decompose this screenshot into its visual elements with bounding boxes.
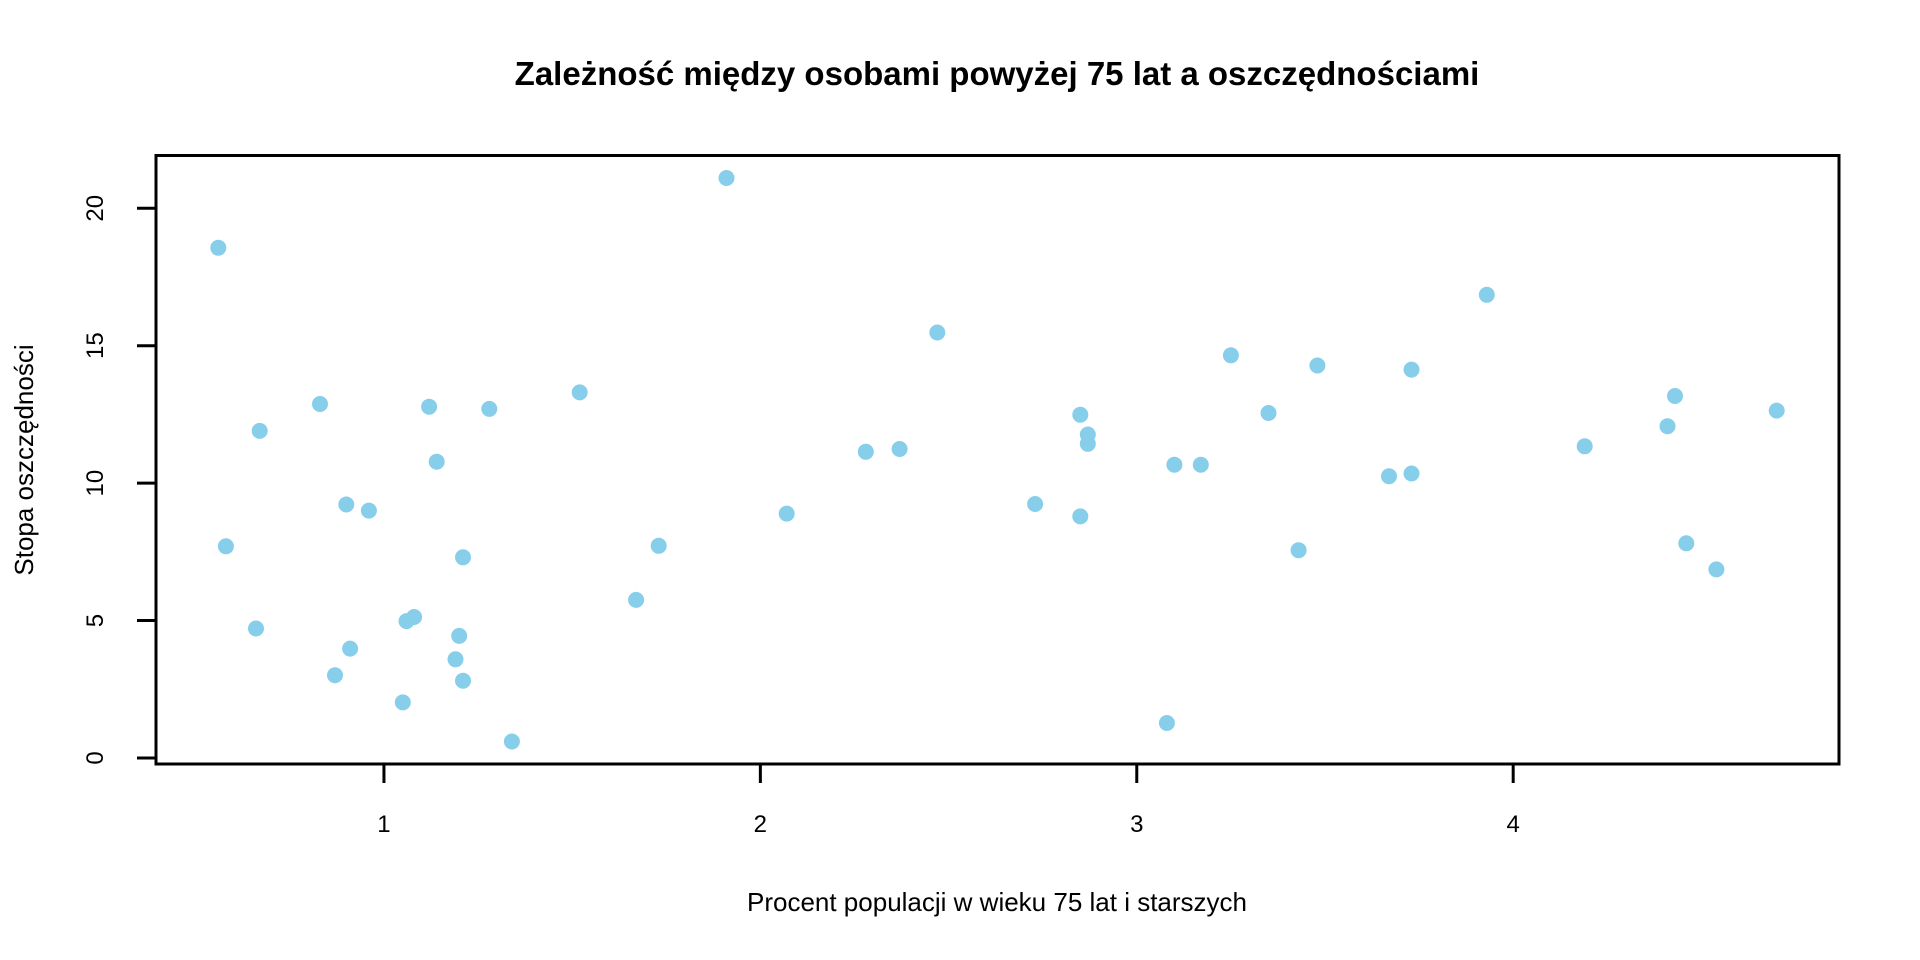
- data-point: [394, 694, 411, 711]
- x-tick-label: 4: [1507, 811, 1520, 838]
- data-point: [650, 537, 667, 554]
- x-tick-label: 1: [377, 811, 390, 838]
- data-point: [778, 505, 795, 522]
- data-point: [1192, 456, 1209, 473]
- x-tick-labels: 1 2 3 4: [377, 811, 1520, 838]
- data-point: [1667, 388, 1683, 404]
- y-tick-labels: 0 5 10 15 20: [82, 195, 109, 765]
- data-point: [210, 239, 227, 256]
- data-point: [1260, 405, 1277, 421]
- y-tick-label: 5: [82, 614, 109, 627]
- data-point: [428, 453, 445, 470]
- data-point: [891, 441, 908, 457]
- y-axis-ticks: [137, 206, 156, 760]
- data-point: [1166, 456, 1183, 473]
- y-tick-label: 15: [82, 332, 109, 359]
- data-point: [1027, 496, 1044, 512]
- data-point: [421, 398, 438, 415]
- data-point: [1403, 361, 1420, 378]
- data-point: [248, 620, 264, 637]
- data-point: [857, 443, 874, 460]
- y-tick-label: 10: [82, 470, 109, 497]
- data-point: [447, 651, 464, 668]
- data-point: [1309, 357, 1326, 374]
- data-point: [481, 400, 498, 417]
- plot-box: [154, 154, 1841, 766]
- data-point: [1158, 715, 1175, 731]
- data-point: [1576, 438, 1593, 455]
- data-point: [571, 384, 588, 401]
- data-point: [338, 496, 355, 513]
- x-tick-label: 3: [1130, 811, 1143, 838]
- data-point: [217, 538, 234, 555]
- data-point: [251, 422, 268, 439]
- data-point: [1072, 406, 1089, 423]
- data-point: [1708, 561, 1725, 578]
- data-point: [1403, 465, 1420, 482]
- data-point: [455, 672, 471, 689]
- data-point: [628, 591, 645, 608]
- y-tick-label: 0: [82, 751, 109, 764]
- data-point: [327, 667, 343, 684]
- data-point: [1290, 542, 1307, 559]
- data-point: [1079, 426, 1096, 443]
- plot-title: Zależność między osobami powyżej 75 lat …: [515, 55, 1480, 92]
- data-point: [360, 502, 377, 519]
- x-axis-ticks: [382, 764, 1515, 783]
- data-point: [406, 609, 423, 625]
- data-point: [1222, 347, 1239, 364]
- data-point: [718, 170, 735, 186]
- x-axis-label: Procent populacji w wieku 75 lat i stars…: [747, 887, 1247, 917]
- data-point: [1478, 286, 1495, 303]
- scatter-points: [210, 170, 1785, 750]
- data-point: [503, 733, 520, 750]
- data-point: [929, 324, 946, 341]
- data-point: [1072, 508, 1089, 525]
- y-tick-label: 20: [82, 195, 109, 222]
- data-point: [1381, 468, 1397, 485]
- data-point: [342, 640, 359, 657]
- data-point: [1768, 402, 1785, 419]
- data-point: [1678, 535, 1695, 552]
- data-point: [1659, 418, 1676, 435]
- y-axis-label: Stopa oszczędności: [9, 344, 39, 575]
- data-point: [312, 396, 328, 412]
- x-tick-label: 2: [754, 811, 767, 838]
- data-point: [451, 627, 468, 644]
- data-point: [455, 549, 471, 566]
